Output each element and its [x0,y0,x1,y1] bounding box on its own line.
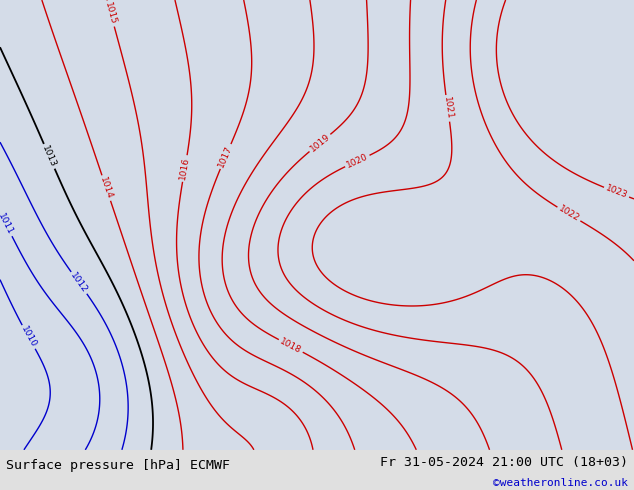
Text: 1021: 1021 [442,97,454,120]
Text: 1017: 1017 [217,144,234,169]
Text: Fr 31-05-2024 21:00 UTC (18+03): Fr 31-05-2024 21:00 UTC (18+03) [380,456,628,469]
Text: 1022: 1022 [557,204,581,224]
Text: 1020: 1020 [345,152,370,170]
Text: 1014: 1014 [98,176,114,200]
Text: 1012: 1012 [68,271,89,295]
Text: 1016: 1016 [179,156,191,181]
Text: 1023: 1023 [604,184,629,200]
Text: 1015: 1015 [103,1,118,26]
Text: 1019: 1019 [308,132,332,154]
Text: 1011: 1011 [0,212,15,237]
Text: 1010: 1010 [19,325,38,349]
Text: Surface pressure [hPa] ECMWF: Surface pressure [hPa] ECMWF [6,459,230,471]
Text: ©weatheronline.co.uk: ©weatheronline.co.uk [493,478,628,488]
Text: 1013: 1013 [41,144,58,169]
Text: 1018: 1018 [278,337,303,355]
